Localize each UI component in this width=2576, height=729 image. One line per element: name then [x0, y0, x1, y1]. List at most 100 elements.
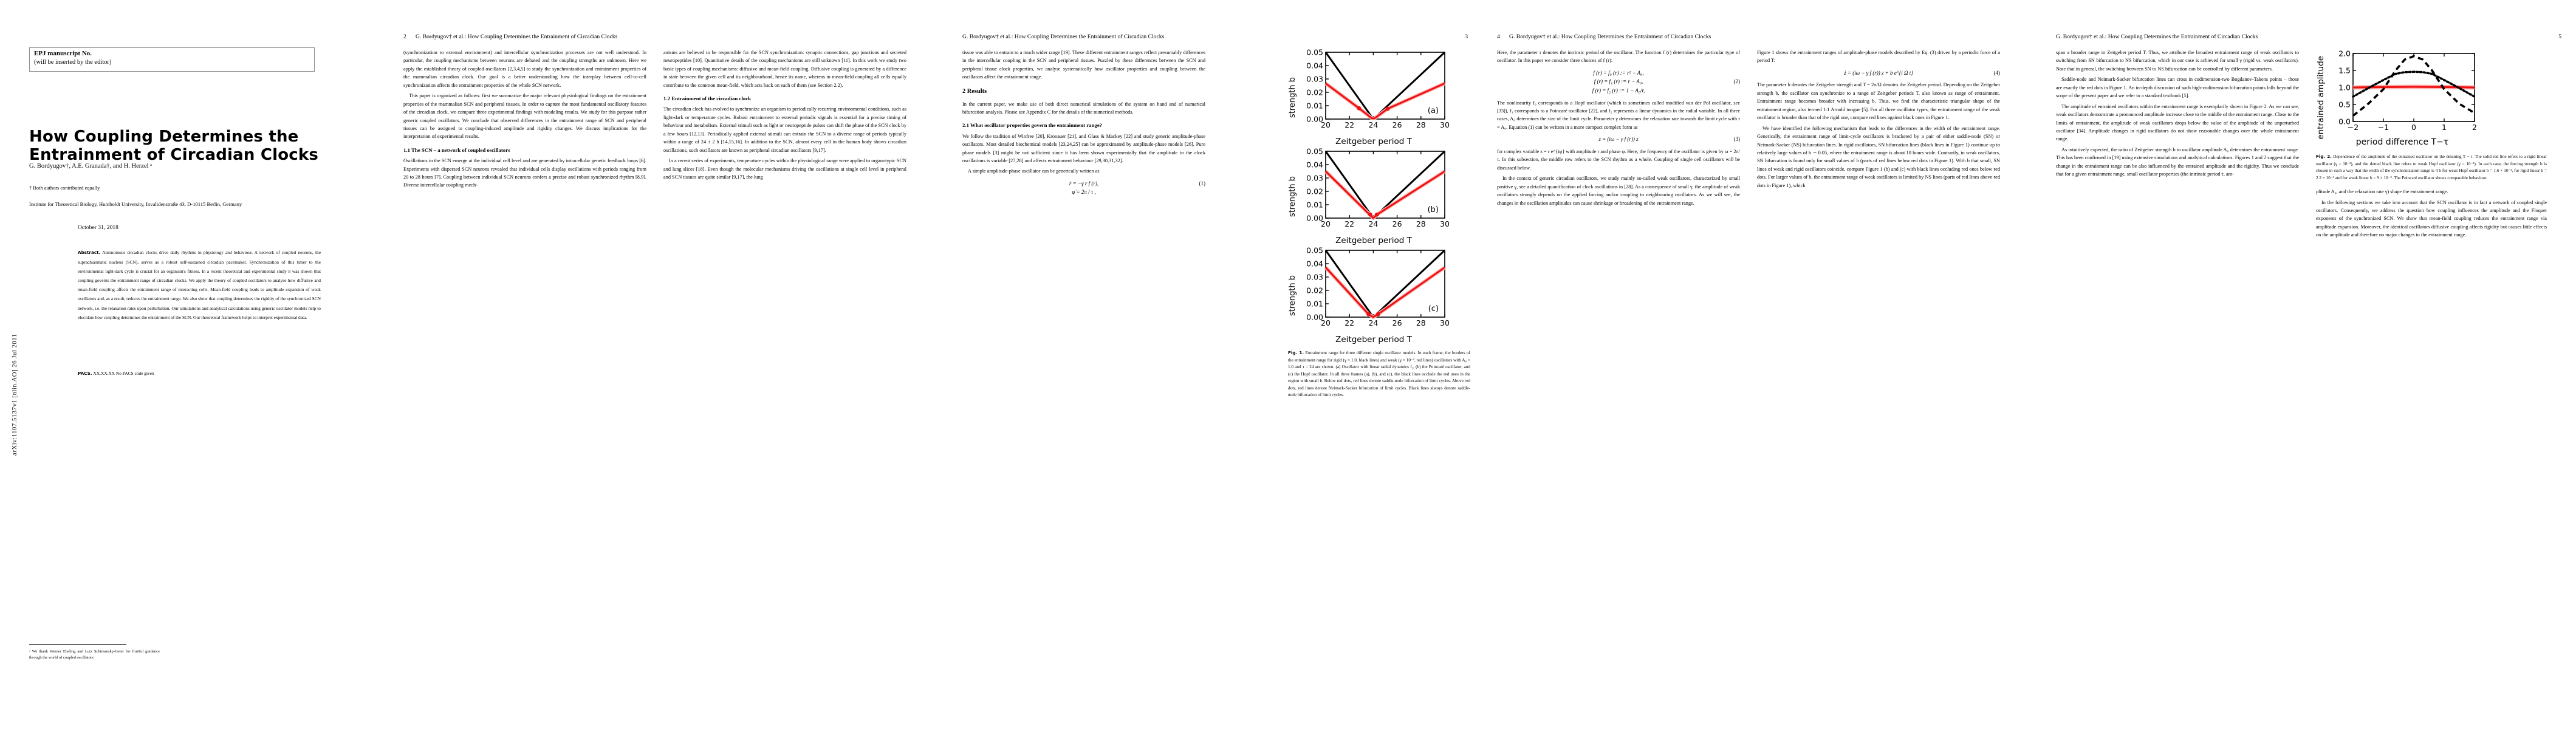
figure-2-panel: entrained amplitude −2 −1 0 1 2 0.0 0.5 1.0 1.5 2.… — [2316, 49, 2547, 148]
equation-2-line-1: f (r) = f₀ (r) := r² − A₀, — [1593, 69, 1644, 76]
pacs-line: PACS. XX.XX.XX No PACS code given — [78, 371, 321, 376]
equation-1-line-1: ṙ = −γ r f (r), — [1069, 180, 1099, 187]
svg-text:28: 28 — [1416, 219, 1426, 228]
x-axis-label: period difference T−τ — [2355, 137, 2449, 147]
paragraph: anisms are believed to be responsible fo… — [663, 50, 906, 88]
arxiv-stamp: arXiv:1107.5137v1 [nlin.AO] 26 Jul 2011 — [11, 334, 18, 456]
page-2: G. Bordyugov† et al.: How Coupling Deter… — [389, 0, 936, 729]
paragraph: As intuitively expected, the ratio of Ze… — [2056, 146, 2299, 177]
equation-2-line-3: f (r) = f₂ (r) := 1 − A₀/r, — [1592, 87, 1645, 94]
svg-text:0.01: 0.01 — [1306, 101, 1323, 111]
footnote-a: ᵃ We thank Werner Ebeling and Lutz Schim… — [29, 649, 160, 660]
svg-text:0.02: 0.02 — [1306, 286, 1323, 295]
running-head-p2: G. Bordyugov† et al.: How Coupling Deter… — [416, 33, 618, 40]
svg-text:0.05: 0.05 — [1306, 49, 1323, 57]
svg-text:1.0: 1.0 — [2338, 83, 2351, 92]
svg-text:22: 22 — [1345, 318, 1354, 327]
paragraph: The nonlinearity f₀ corresponds to a Hop… — [1497, 100, 1740, 130]
paragraph: A simple amplitude-phase oscillator can … — [968, 168, 1100, 174]
page-5: G. Bordyugov† et al.: How Coupling Deter… — [2029, 0, 2576, 729]
section-heading: 1.2 Entrainment of the circadian clock — [663, 95, 751, 102]
svg-text:22: 22 — [1345, 120, 1354, 129]
page-4-column-right: Figure 1 shows the entrainment ranges of… — [1757, 49, 2000, 693]
figure-2-caption-label: Fig. 2. — [2316, 154, 2332, 159]
y-axis-label: strength b — [1288, 275, 1297, 317]
equation-4-number: (4) — [1993, 69, 2001, 76]
svg-text:0.00: 0.00 — [1306, 214, 1323, 223]
equation-1-line-2: φ̇ = 2π / τ , — [1072, 189, 1096, 196]
page-5-column-right-text: plitude A₀, and the relaxation rate γ) s… — [2316, 188, 2547, 239]
svg-text:28: 28 — [1416, 318, 1426, 327]
paragraph: This paper is organized as follows: firs… — [403, 93, 646, 140]
publication-date: October 31, 2018 — [78, 224, 118, 231]
svg-text:22: 22 — [1345, 219, 1354, 228]
svg-text:0.03: 0.03 — [1306, 174, 1323, 183]
figure-2: entrained amplitude −2 −1 0 1 2 0.0 0.5 1.0 1.5 2.… — [2316, 49, 2547, 239]
pacs-text: XX.XX.XX No PACS code given — [93, 371, 154, 376]
svg-text:30: 30 — [1440, 120, 1450, 129]
folio-p3: 3 — [1465, 33, 1468, 40]
epj-line-2: (will be inserted by the editor) — [34, 58, 112, 66]
chart-fig1c: 20 22 24 26 28 30 0.00 0.01 0.02 0.03 0.04 0.05 (c) — [1306, 247, 1450, 327]
page-4-column-left: Here, the parameter τ denotes the intrin… — [1497, 49, 1740, 693]
paragraph: for complex variable z = r e^{iφ} with a… — [1497, 148, 1740, 171]
paragraph: Figure 1 shows the entrainment ranges of… — [1757, 50, 2000, 64]
chart-fig2: −2 −1 0 1 2 0.0 0.5 1.0 1.5 2.0 — [2338, 49, 2477, 132]
folio-p5: 5 — [2558, 33, 2561, 40]
figure-1-caption-label: Fig. 1. — [1288, 350, 1304, 355]
svg-text:2: 2 — [2472, 123, 2477, 132]
paragraph: tissue was able to entrain to a much wid… — [962, 50, 1205, 80]
page-2-column-right: anisms are believed to be responsible fo… — [663, 49, 906, 693]
paragraph: Oscillations in the SCN emerge at the in… — [403, 158, 646, 188]
x-axis-label: Zeitgeber period T — [1335, 335, 1412, 344]
paragraph: Here, the parameter τ denotes the intrin… — [1497, 50, 1740, 64]
paragraph: The circadian clock has evolved to synch… — [663, 106, 906, 153]
svg-text:0.05: 0.05 — [1306, 148, 1323, 156]
equation-3-number: (3) — [1733, 136, 1741, 143]
abstract-label: Abstract. — [78, 250, 101, 255]
epj-manuscript-box: EPJ manuscript No. (will be inserted by … — [29, 47, 315, 72]
paragraph: We follow the tradition of Winfree [20],… — [962, 133, 1205, 164]
svg-text:20: 20 — [1321, 318, 1331, 327]
page-4: G. Bordyugov† et al.: How Coupling Deter… — [1482, 0, 2029, 729]
paragraph: span a broader range in Zeitgeber period… — [2056, 50, 2299, 72]
equal-contribution-note: † Both authors contributed equally — [29, 185, 100, 191]
svg-text:2.0: 2.0 — [2338, 49, 2351, 58]
svg-text:0: 0 — [2411, 123, 2416, 132]
svg-text:0.04: 0.04 — [1306, 61, 1323, 70]
svg-text:0.05: 0.05 — [1306, 247, 1323, 255]
x-axis-label: Zeitgeber period T — [1335, 236, 1412, 245]
paragraph: (synchronization to external environment… — [403, 50, 646, 88]
section-heading: 2.1 What oscillator properties govern th… — [962, 122, 1103, 129]
svg-text:20: 20 — [1321, 120, 1331, 129]
y-axis-label: strength b — [1288, 176, 1297, 217]
running-head-p4: G. Bordyugov† et al.: How Coupling Deter… — [1509, 33, 1711, 40]
affiliation: Institute for Theoretical Biology, Humbo… — [29, 201, 242, 207]
svg-text:0.0: 0.0 — [2338, 117, 2351, 126]
equation-4: ż = (iω − γ f (r)) z + b e^{i Ω t} (4) — [1757, 69, 2000, 78]
figure-1-caption: Fig. 1. Entrainment range for three diff… — [1288, 349, 1470, 399]
paragraph: plitude A₀, and the relaxation rate γ) s… — [2316, 189, 2448, 195]
svg-text:0.04: 0.04 — [1306, 259, 1323, 269]
paragraph: In the current paper, we make use of bot… — [962, 101, 1205, 115]
figure-1-panels: strength b 20 22 24 26 28 30 0.00 0.01 0.02 0.03 0.… — [1288, 49, 1470, 344]
figure-1-panel-b: strength b 20 22 24 26 28 30 0.00 0.01 0.02 0.03 0.… — [1288, 148, 1470, 245]
running-head-p5: G. Bordyugov† et al.: How Coupling Deter… — [2056, 33, 2258, 40]
equation-2-number: (2) — [1733, 78, 1741, 84]
section-heading: 1.1 The SCN – a network of coupled oscil… — [403, 146, 510, 153]
paragraph: In the context of generic circadian osci… — [1497, 176, 1740, 206]
svg-text:0.02: 0.02 — [1306, 88, 1323, 97]
svg-text:1.5: 1.5 — [2338, 66, 2351, 75]
page-3: G. Bordyugov† et al.: How Coupling Deter… — [936, 0, 1482, 729]
equation-3: ż = (iω − γ f (r)) z (3) — [1497, 135, 1740, 144]
equation-1: ṙ = −γ r f (r), φ̇ = 2π / τ , (1) — [962, 179, 1205, 197]
folio-p4: 4 — [1497, 33, 1500, 40]
svg-text:0.01: 0.01 — [1306, 200, 1323, 210]
abstract: Abstract. Autonomous circadian clocks dr… — [78, 248, 321, 322]
svg-text:0.04: 0.04 — [1306, 160, 1323, 169]
svg-text:26: 26 — [1392, 219, 1402, 228]
svg-text:26: 26 — [1392, 120, 1402, 129]
paragraph: Saddle-node and Neimark-Sacker bifurcati… — [2056, 77, 2299, 99]
page-3-column-left: tissue was able to entrain to a much wid… — [962, 49, 1205, 693]
